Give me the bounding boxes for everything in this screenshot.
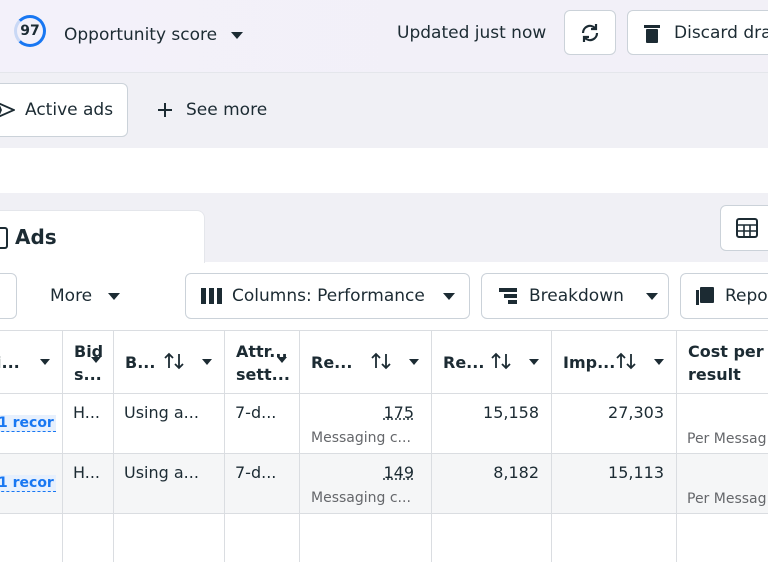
sort-icon [164, 352, 184, 374]
column-border [62, 330, 63, 562]
impressions-value: 27,303 [608, 403, 664, 422]
sort-icon [371, 352, 391, 374]
header-text: Re... [311, 353, 353, 372]
cost-type: Per Messag [687, 431, 767, 447]
column-border [113, 330, 114, 562]
column-border [224, 330, 225, 562]
more-button[interactable]: More [50, 286, 93, 306]
impressions-value: 15,113 [608, 463, 664, 482]
results-value[interactable]: 149 [383, 463, 414, 482]
table-view-button[interactable] [720, 205, 768, 251]
send-icon [0, 102, 15, 118]
active-ads-label: Active ads [25, 100, 114, 120]
row-border [0, 330, 768, 331]
sort-arrows [616, 352, 636, 370]
caret [442, 292, 455, 300]
columns-label: Columns: Performance [232, 286, 425, 306]
caret [91, 357, 101, 363]
reach-value: 15,158 [483, 403, 539, 422]
caret [108, 293, 120, 300]
column-header[interactable]: Attr... sett... [236, 340, 290, 386]
cell-text: H... [73, 403, 101, 422]
score-ring[interactable]: 97 [14, 15, 46, 47]
column-header[interactable]: Bid s... [74, 340, 103, 386]
filter-bar [0, 73, 768, 148]
score-label[interactable]: Opportunity score [64, 25, 218, 45]
caret [654, 359, 664, 365]
see-more[interactable]: See more [186, 100, 268, 120]
reports-icon [696, 287, 714, 305]
column-header[interactable]: Imp... [563, 351, 615, 374]
tab-title: Ads [15, 225, 57, 249]
caret [277, 357, 287, 363]
search-box[interactable] [0, 273, 17, 319]
column-header[interactable]: Cost per result [688, 340, 764, 386]
cell-text: 7-d... [235, 463, 277, 482]
column-border [299, 330, 300, 562]
trash-icon [644, 24, 660, 43]
plus-icon [158, 103, 172, 117]
caret [529, 359, 539, 365]
refresh-button[interactable] [564, 10, 616, 55]
row-border [0, 513, 768, 514]
refresh-icon [581, 23, 599, 42]
header-text: Cost per [688, 342, 764, 361]
table-icon [736, 218, 758, 238]
column-header[interactable]: Re... [311, 351, 352, 374]
columns-button[interactable]: Columns: Performance [185, 273, 470, 319]
row-border [0, 453, 768, 454]
column-header[interactable]: Re... [443, 351, 484, 374]
columns-icon [201, 288, 222, 304]
sort-arrows [371, 352, 391, 370]
cost-type: Per Messag [687, 491, 767, 507]
record-link[interactable]: 1 recor [0, 475, 56, 492]
results-value[interactable]: 175 [383, 403, 414, 422]
column-header[interactable]: i... [0, 351, 20, 374]
reports-button[interactable]: Repo [680, 273, 768, 319]
header-text: Attr... [236, 342, 288, 361]
column-border [676, 330, 677, 562]
row-border [0, 393, 768, 394]
caret [231, 32, 243, 39]
tab-icon [0, 227, 8, 249]
cell-text: Using a... [124, 463, 199, 482]
header-text: i... [0, 353, 20, 372]
column-border [551, 330, 552, 562]
row-background [0, 454, 768, 513]
record-link[interactable]: 1 recor [0, 415, 56, 432]
caret [409, 359, 419, 365]
cell-text: 7-d... [235, 403, 277, 422]
breakdown-label: Breakdown [529, 286, 624, 306]
breakdown-icon [499, 288, 517, 304]
cell-text: H... [73, 463, 101, 482]
active-ads-button[interactable]: Active ads [0, 83, 128, 137]
header-text: s... [74, 365, 102, 384]
result-type: Messaging c... [311, 430, 411, 446]
sort-arrows [491, 352, 511, 370]
header-text: Re... [443, 353, 485, 372]
header-text: Imp... [563, 353, 616, 372]
status: Updated just now [397, 23, 547, 43]
breakdown-button[interactable]: Breakdown [481, 273, 669, 319]
result-type: Messaging c... [311, 490, 411, 506]
cell-text: Using a... [124, 403, 199, 422]
header-text: B... [125, 353, 156, 372]
caret [645, 292, 658, 300]
discard-label: Discard dra [674, 22, 768, 43]
reports-label: Repo [725, 286, 768, 306]
discard-button[interactable]: Discard dra [627, 10, 768, 55]
column-border [431, 330, 432, 562]
header-text: sett... [236, 365, 290, 384]
reach-value: 8,182 [493, 463, 539, 482]
header-text: Bid [74, 342, 104, 361]
sort-icon [616, 352, 636, 374]
sort-icon [491, 352, 511, 374]
caret [202, 359, 212, 365]
caret [40, 359, 50, 365]
header-text: result [688, 365, 741, 384]
column-header[interactable]: B... [125, 351, 155, 374]
sort-arrows [164, 352, 184, 370]
ads-tab[interactable] [0, 210, 205, 263]
